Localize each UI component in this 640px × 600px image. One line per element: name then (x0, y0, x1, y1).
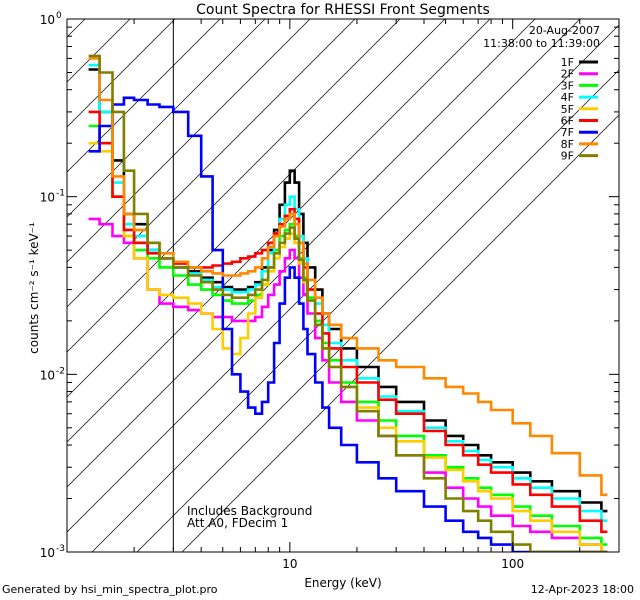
series-7F (88, 96, 608, 552)
y-tick-label: 10 (40, 368, 55, 382)
x-tick-label: 100 (501, 557, 524, 571)
chart-title: Count Spectra for RHESSI Front Segments (196, 2, 490, 18)
hatch-line (67, 19, 176, 128)
y-axis-label: counts cm⁻² s⁻¹ keV⁻¹ (27, 222, 41, 354)
footer-generated-by: Generated by hsi_min_spectra_plot.pro (2, 583, 218, 596)
legend-label-5F: 5F (561, 103, 574, 116)
y-tick-label: 10 (40, 546, 55, 560)
x-axis-label: Energy (keV) (304, 576, 381, 590)
legend-date: 20-Aug-2007 (529, 24, 600, 37)
series-layer (88, 54, 608, 552)
legend-label-4F: 4F (561, 91, 574, 104)
y-tick-label: 10 (40, 191, 55, 205)
y-tick-exponent: 0 (56, 11, 62, 21)
x-tick-label: 10 (282, 557, 297, 571)
legend-label-3F: 3F (561, 79, 574, 92)
hatch-line (67, 19, 581, 533)
series-9F (88, 54, 608, 552)
legend-label-7F: 7F (561, 126, 574, 139)
y-tick-exponent: -3 (56, 544, 65, 554)
hatch-line (67, 19, 401, 353)
legend-label-6F: 6F (561, 115, 574, 128)
hatch-line (67, 19, 266, 218)
y-tick-label: 10 (40, 13, 55, 27)
hatch-line (67, 19, 221, 173)
hatch-line (67, 19, 311, 263)
legend-label-1F: 1F (561, 56, 574, 69)
legend-label-2F: 2F (561, 68, 574, 81)
plot-frame (66, 18, 620, 553)
hatch-line (67, 19, 446, 398)
hatch-line (91, 24, 619, 552)
hatch-line (181, 114, 619, 552)
hatch-line (67, 19, 356, 308)
y-tick-exponent: -1 (56, 189, 65, 199)
legend-label-8F: 8F (561, 138, 574, 151)
legend-time-range: 11:38:00 to 11:39:00 (483, 37, 600, 50)
series-2F (88, 217, 608, 552)
footer-timestamp: 12-Apr-2023 18:00 (531, 583, 634, 596)
annotation-attenuator: Att A0, FDecim 1 (187, 516, 288, 530)
y-tick-exponent: -2 (56, 366, 65, 376)
series-5F (88, 141, 608, 552)
legend-label-9F: 9F (561, 150, 574, 163)
annotation-background: Includes Background (187, 504, 312, 518)
